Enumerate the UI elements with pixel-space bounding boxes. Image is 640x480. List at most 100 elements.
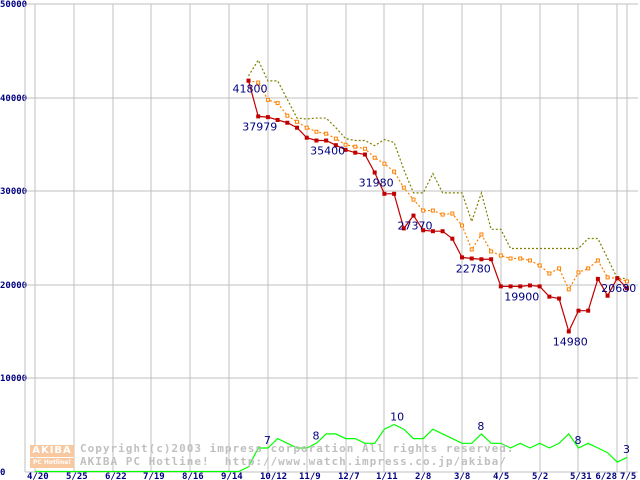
point-average: [256, 80, 261, 85]
point-average: [498, 253, 503, 258]
point-min: [285, 120, 290, 125]
point-average: [508, 256, 513, 261]
x-tick-label: 2/8: [415, 472, 431, 480]
count-data-label: 3: [623, 443, 630, 456]
price-data-label: 20680: [601, 282, 636, 295]
series-line-average: [248, 80, 628, 291]
point-min: [246, 78, 251, 83]
point-min: [576, 308, 581, 313]
point-min: [518, 284, 523, 289]
x-tick-label: 12/7: [338, 472, 360, 480]
point-min: [304, 135, 309, 140]
point-min: [421, 228, 426, 233]
x-tick-label: 5/25: [66, 472, 88, 480]
point-average: [285, 113, 290, 118]
point-min: [430, 229, 435, 234]
x-tick-label: 6/22: [105, 472, 127, 480]
point-average: [411, 197, 416, 202]
y-tick-label: 0: [0, 468, 5, 478]
point-average: [537, 263, 542, 268]
count-data-label: 10: [390, 411, 404, 424]
point-min: [460, 255, 465, 260]
point-min: [489, 257, 494, 262]
point-average: [314, 129, 319, 134]
y-tick-label: 10000: [0, 374, 27, 384]
price-data-label: 35400: [310, 145, 345, 158]
point-min: [392, 191, 397, 196]
point-min: [625, 286, 630, 291]
point-average: [595, 258, 600, 263]
point-min: [537, 284, 542, 289]
point-min: [256, 114, 261, 119]
point-average: [450, 211, 455, 216]
point-average: [392, 169, 397, 174]
point-min: [469, 256, 474, 261]
count-data-label: 8: [574, 434, 581, 447]
x-tick-label: 7/5: [620, 472, 636, 480]
point-average: [586, 266, 591, 271]
point-average: [401, 185, 406, 190]
point-average: [479, 232, 484, 237]
count-data-label: 8: [477, 420, 484, 433]
point-min: [595, 276, 600, 281]
point-average: [527, 258, 532, 263]
point-average: [576, 270, 581, 275]
point-min: [615, 276, 620, 281]
x-tick-label: 3/8: [454, 472, 470, 480]
point-min: [586, 308, 591, 313]
point-min: [508, 284, 513, 289]
point-average: [265, 97, 270, 102]
series-line-max: [247, 58, 628, 280]
point-min: [450, 236, 455, 241]
point-min: [566, 329, 571, 334]
x-tick-label: 9/14: [221, 472, 243, 480]
price-data-label: 31980: [359, 176, 394, 189]
x-tick-label: 6/28: [595, 472, 617, 480]
x-tick-label: 5/31: [570, 472, 592, 480]
price-data-label: 14980: [553, 335, 588, 348]
point-min: [498, 284, 503, 289]
point-average: [372, 155, 377, 160]
point-min: [557, 296, 562, 301]
point-min: [314, 138, 319, 143]
point-min: [401, 226, 406, 231]
point-min: [605, 293, 610, 298]
point-average: [275, 101, 280, 106]
price-data-label: 41800: [233, 83, 268, 96]
y-tick-label: 40000: [0, 94, 27, 104]
point-min: [372, 170, 377, 175]
x-tick-label: 4/5: [493, 472, 509, 480]
y-tick-label: 20000: [0, 281, 27, 291]
point-min: [547, 294, 552, 299]
akiba-logo: AKIBA: [30, 445, 74, 457]
y-tick-label: 50000: [0, 0, 27, 10]
point-average: [382, 161, 387, 166]
price-data-label: 22780: [456, 263, 491, 276]
point-min: [479, 257, 484, 262]
x-tick-label: 4/20: [27, 472, 49, 480]
point-min: [324, 138, 329, 143]
point-average: [440, 212, 445, 217]
series-line-shops: [35, 423, 628, 473]
pc-hotline-logo: PC Hotline!: [30, 458, 74, 468]
price-data-label: 37979: [242, 120, 277, 133]
price-data-label: 27370: [397, 220, 432, 233]
point-min: [527, 283, 532, 288]
point-min: [333, 143, 338, 148]
point-min: [411, 213, 416, 218]
point-average: [557, 266, 562, 271]
point-average: [518, 256, 523, 261]
point-average: [547, 271, 552, 276]
count-data-label: 8: [312, 429, 319, 442]
point-min: [275, 117, 280, 122]
point-average: [333, 136, 338, 141]
point-min: [343, 147, 348, 152]
price-data-label: 19900: [504, 290, 539, 303]
point-min: [362, 152, 367, 157]
point-min: [353, 150, 358, 155]
y-tick-label: 30000: [0, 187, 27, 197]
point-average: [353, 144, 358, 149]
point-average: [295, 119, 300, 124]
point-average: [343, 142, 348, 147]
